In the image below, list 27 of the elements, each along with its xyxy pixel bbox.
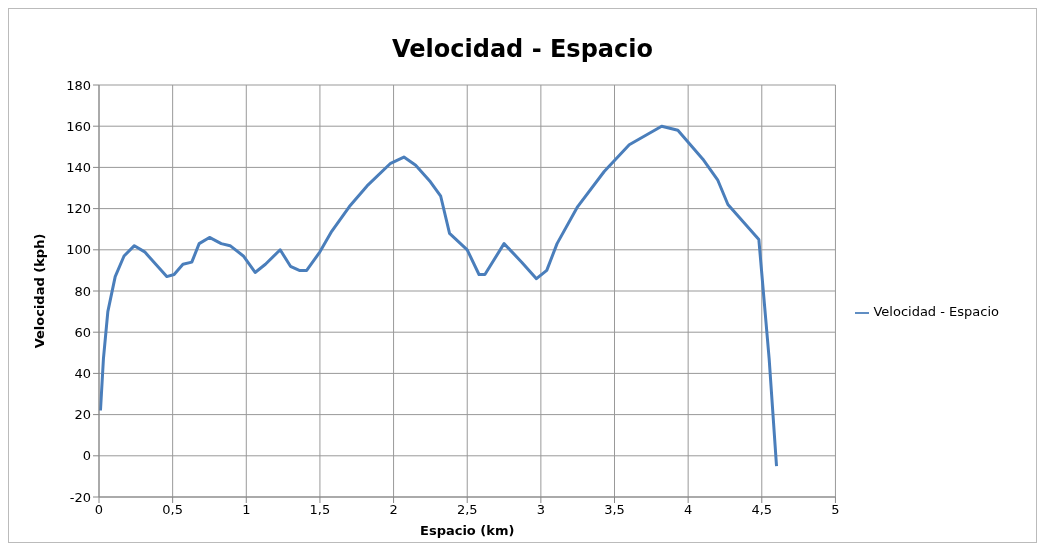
y-tick-label: 80 bbox=[74, 283, 91, 299]
y-tick-label: 140 bbox=[66, 160, 91, 176]
y-tick-label: 40 bbox=[74, 366, 91, 382]
line-series bbox=[99, 124, 779, 468]
x-tick-label: 5 bbox=[831, 502, 840, 518]
x-tick-label: 2,5 bbox=[456, 502, 478, 518]
x-tick-label: 0 bbox=[94, 502, 104, 518]
x-tick-label: 0,5 bbox=[162, 502, 183, 518]
y-tick-label: 100 bbox=[66, 242, 91, 258]
y-tick-label: 0 bbox=[82, 448, 91, 464]
x-tick-label: 3,5 bbox=[604, 502, 625, 518]
y-tick-label: 60 bbox=[74, 324, 91, 340]
x-axis-title: Espacio (km) bbox=[420, 523, 515, 538]
x-tick-label: 2 bbox=[389, 502, 398, 518]
x-tick-label: 4 bbox=[684, 502, 693, 518]
y-tick-label: 180 bbox=[66, 77, 91, 93]
y-tick-label: 160 bbox=[66, 118, 91, 134]
y-tick-label: -20 bbox=[69, 489, 91, 505]
y-tick-label: 120 bbox=[66, 201, 91, 217]
y-tick-label: 20 bbox=[74, 407, 91, 423]
x-tick-label: 3 bbox=[536, 502, 545, 518]
legend-label: Velocidad - Espacio bbox=[873, 304, 999, 320]
x-tick-label: 1 bbox=[242, 502, 251, 518]
y-axis-title: Velocidad (kph) bbox=[31, 233, 47, 349]
x-tick-label: 1,5 bbox=[309, 502, 331, 518]
x-tick-label: 4,5 bbox=[751, 502, 773, 518]
chart-title: Velocidad - Espacio bbox=[391, 34, 654, 65]
